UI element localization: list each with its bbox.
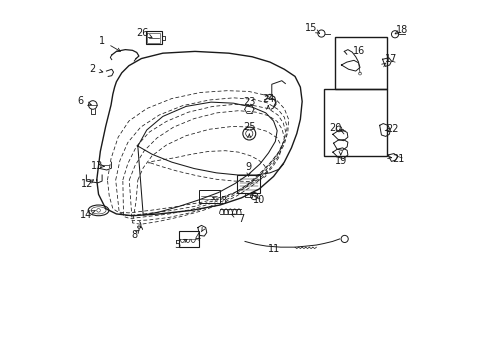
Text: 15: 15	[305, 23, 317, 33]
Text: 20: 20	[329, 123, 341, 133]
Text: 16: 16	[353, 46, 366, 57]
Text: 13: 13	[91, 161, 103, 171]
Text: 18: 18	[396, 25, 408, 35]
Text: 2: 2	[89, 64, 95, 74]
Text: 24: 24	[262, 94, 274, 104]
Text: 25: 25	[243, 122, 256, 132]
Text: 23: 23	[243, 97, 255, 107]
Text: 19: 19	[335, 157, 347, 166]
Text: 5: 5	[174, 240, 180, 250]
Text: 8: 8	[131, 230, 137, 240]
Text: 9: 9	[245, 162, 252, 172]
Bar	[147, 33, 160, 43]
Text: 26: 26	[136, 28, 148, 38]
Text: 10: 10	[253, 195, 266, 204]
Text: 12: 12	[81, 179, 93, 189]
Text: 1: 1	[99, 36, 105, 46]
Text: 22: 22	[386, 124, 398, 134]
Text: 14: 14	[80, 210, 92, 220]
Text: 6: 6	[77, 96, 84, 107]
Bar	[237, 175, 260, 193]
Text: 11: 11	[268, 244, 280, 253]
Bar	[335, 37, 387, 89]
Bar	[146, 31, 162, 44]
Text: 21: 21	[392, 154, 405, 164]
Text: 4: 4	[195, 233, 201, 243]
Text: 7: 7	[238, 213, 245, 224]
Bar	[198, 190, 220, 203]
Text: 3: 3	[220, 197, 227, 206]
Bar	[179, 231, 198, 247]
Bar	[324, 89, 387, 156]
Text: 17: 17	[385, 54, 398, 64]
